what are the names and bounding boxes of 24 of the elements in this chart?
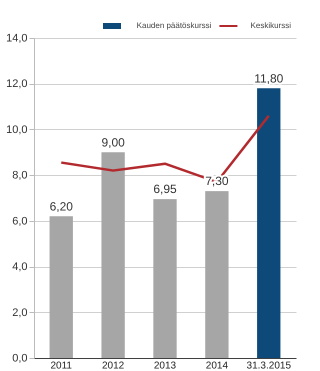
x-tick-label: 2013 xyxy=(154,360,177,371)
legend-label: Kauden päätöskurssi xyxy=(136,21,212,30)
x-tick-label: 2014 xyxy=(206,360,228,371)
legend-label: Keskikurssi xyxy=(250,21,292,30)
y-tick-label: 6,0 xyxy=(12,215,28,228)
y-tick-label: 8,0 xyxy=(12,170,28,182)
bar xyxy=(101,152,125,358)
bar xyxy=(205,191,229,358)
x-tick-label: 2012 xyxy=(102,360,125,371)
y-tick-label: 12,0 xyxy=(6,78,28,90)
data-label: 11,80 xyxy=(254,71,284,86)
data-label: 6,20 xyxy=(50,199,74,214)
y-tick-label: 0,0 xyxy=(12,352,28,364)
x-tick-label: 2011 xyxy=(50,360,72,371)
data-label: 9,00 xyxy=(101,135,126,150)
y-tick-label: 2,0 xyxy=(12,306,28,319)
bar xyxy=(257,88,280,358)
y-tick-label: 14,0 xyxy=(6,32,28,44)
x-tick-label: 31.3.2015 xyxy=(246,360,292,371)
y-tick-label: 4,0 xyxy=(12,261,28,274)
data-label: 6,95 xyxy=(153,182,177,196)
y-tick-label: 10,0 xyxy=(6,124,28,136)
bar xyxy=(153,199,177,358)
bar xyxy=(50,216,73,358)
